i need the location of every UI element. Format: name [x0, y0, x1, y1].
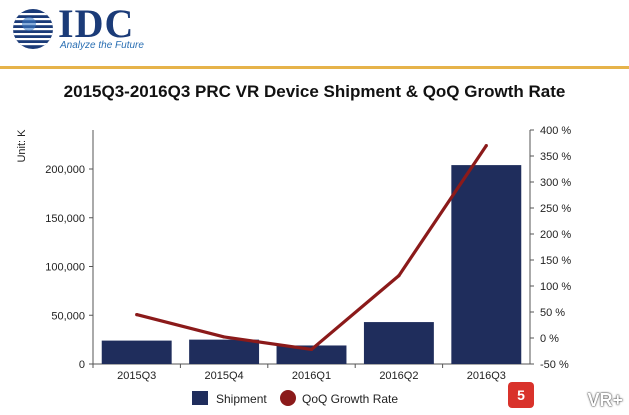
legend-swatch-shipment — [192, 391, 208, 405]
point-qoq-2016Q2 — [397, 274, 401, 278]
y2-tick-label: 0 % — [540, 333, 559, 345]
x-tick-label: 2016Q3 — [467, 370, 506, 382]
y2-tick-label: 250 % — [540, 203, 571, 215]
y-tick-label: 100,000 — [45, 262, 85, 274]
y2-tick-label: 300 % — [540, 177, 571, 189]
line-qoq-growth-rate — [136, 144, 488, 352]
y2-tick-label: 400 % — [540, 125, 571, 137]
point-qoq-2015Q3 — [135, 313, 139, 317]
chart-title: 2015Q3-2016Q3 PRC VR Device Shipment & Q… — [63, 82, 566, 101]
y2-tick-label: 200 % — [540, 229, 571, 241]
point-qoq-2015Q4 — [222, 335, 226, 339]
legend-label-qoq: QoQ Growth Rate — [302, 392, 398, 406]
y2-tick-label: 150 % — [540, 255, 571, 267]
y2-tick-label: -50 % — [540, 359, 569, 371]
y2-tick-label: 100 % — [540, 281, 571, 293]
point-qoq-2016Q1 — [309, 347, 314, 352]
legend-label-shipment: Shipment — [216, 392, 267, 406]
y2-tick-label: 50 % — [540, 307, 565, 319]
header-divider — [0, 66, 629, 69]
y2-tick-label: 350 % — [540, 151, 571, 163]
watermark-badge: 5 — [508, 382, 534, 408]
watermark-text: VR+ — [587, 390, 623, 410]
idc-globe-logo-icon — [13, 9, 53, 49]
y-tick-label: 150,000 — [45, 213, 85, 225]
bar-shipment-2015Q4 — [189, 339, 260, 364]
point-qoq-2016Q3 — [484, 144, 488, 148]
bar-shipment-2016Q2 — [363, 322, 434, 364]
y-tick-label: 0 — [79, 359, 85, 371]
header: IDC Analyze the Future — [0, 0, 629, 64]
bar-shipment-2016Q3 — [451, 165, 522, 364]
bar-shipment-2015Q3 — [101, 340, 172, 364]
y-tick-label: 200,000 — [45, 164, 85, 176]
legend-swatch-qoq — [280, 390, 296, 406]
x-tick-label: 2016Q2 — [379, 370, 418, 382]
brand-name: IDC — [58, 1, 135, 46]
brand-tagline: Analyze the Future — [60, 40, 144, 51]
x-tick-label: 2016Q1 — [292, 370, 331, 382]
bar-shipment-2016Q1 — [276, 345, 347, 364]
x-tick-label: 2015Q3 — [117, 370, 156, 382]
y-tick-label: 50,000 — [51, 310, 85, 322]
x-tick-label: 2015Q4 — [205, 370, 244, 382]
